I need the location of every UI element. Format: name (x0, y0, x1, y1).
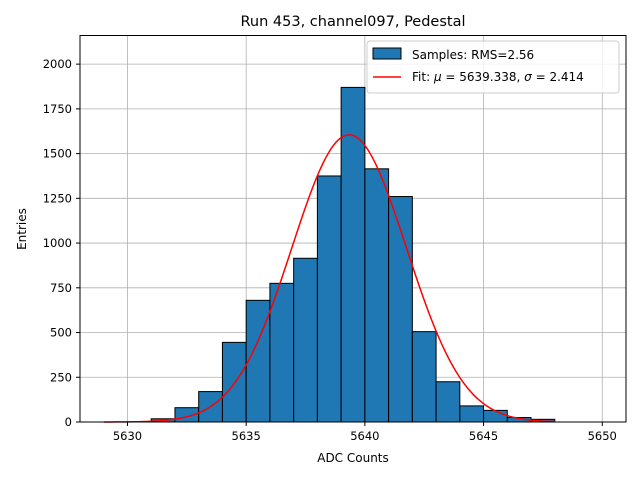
y-tick-label: 500 (50, 326, 72, 340)
histogram-bar (316, 175, 342, 423)
histogram-bar (245, 299, 271, 423)
x-axis-label: ADC Counts (317, 451, 389, 465)
legend-swatch-samples (372, 47, 402, 60)
histogram-bar (364, 168, 390, 423)
legend-label-fit: Fit: μ = 5639.338, σ = 2.414 (412, 70, 584, 84)
histogram-bar (459, 405, 485, 423)
fit-curve (103, 134, 555, 423)
legend: Samples: RMS=2.56 Fit: μ = 5639.338, σ =… (366, 40, 620, 94)
y-axis-ticks: 0 250 500 750 1000 1250 1500 1750 2000 (43, 57, 80, 429)
y-tick-label: 2000 (43, 57, 72, 71)
y-tick-label: 1500 (43, 147, 72, 161)
histogram-bar (340, 86, 366, 423)
x-tick-label: 5635 (232, 429, 261, 443)
y-tick-label: 750 (50, 281, 72, 295)
plot-frame (79, 35, 627, 423)
x-tick-label: 5640 (350, 429, 379, 443)
y-tick-label: 0 (65, 415, 72, 429)
legend-label-samples: Samples: RMS=2.56 (412, 48, 534, 62)
x-tick-label: 5645 (469, 429, 498, 443)
y-tick-label: 1750 (43, 102, 72, 116)
histogram-bar (269, 282, 295, 423)
x-axis-ticks: 5630 5635 5640 5645 5650 (113, 422, 617, 443)
histogram-bar (483, 409, 508, 423)
y-tick-label: 1000 (43, 236, 72, 250)
legend-box (366, 40, 620, 94)
histogram-bar (411, 331, 437, 423)
x-tick-label: 5630 (113, 429, 142, 443)
y-tick-label: 250 (50, 370, 72, 384)
y-tick-label: 1250 (43, 191, 72, 205)
histogram-bars (150, 86, 556, 423)
histogram-bar (293, 257, 318, 423)
histogram-bar (435, 381, 461, 423)
y-axis-label: Entries (15, 208, 29, 250)
x-tick-label: 5650 (588, 429, 617, 443)
chart-title: Run 453, channel097, Pedestal (240, 14, 465, 30)
